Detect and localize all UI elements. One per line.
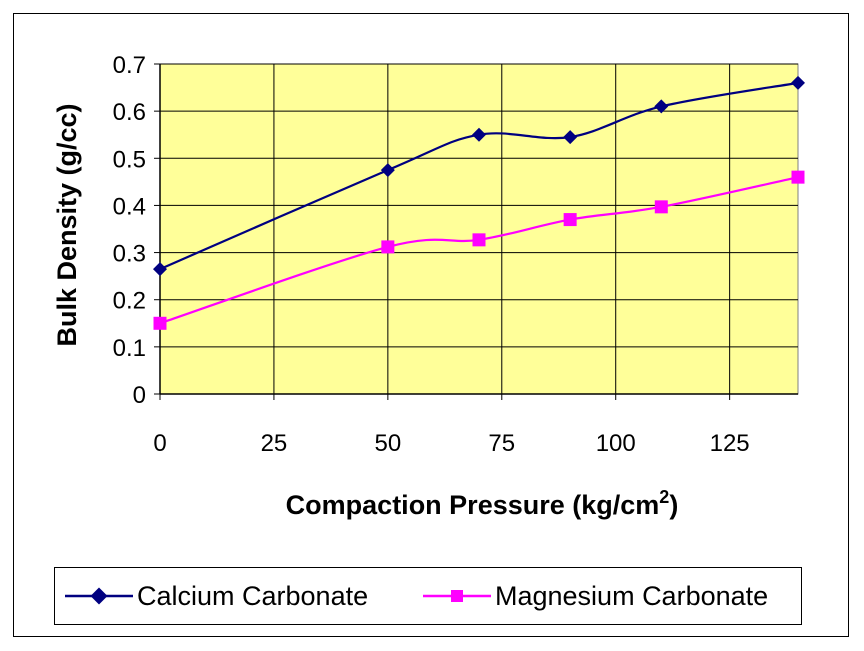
x-tick-label: 25 bbox=[261, 430, 288, 457]
y-tick-label: 0.1 bbox=[113, 335, 146, 362]
x-tick-label: 75 bbox=[488, 430, 515, 457]
data-point-square bbox=[472, 233, 486, 247]
data-point-square bbox=[381, 240, 395, 254]
x-tick-label: 125 bbox=[710, 430, 750, 457]
y-tick-label: 0.4 bbox=[113, 193, 146, 220]
y-tick-label: 0.5 bbox=[113, 146, 146, 173]
x-tick-label: 100 bbox=[596, 430, 636, 457]
x-axis-title: Compaction Pressure (kg/cm2) bbox=[286, 487, 679, 520]
grid-lines bbox=[154, 63, 798, 400]
data-point-square bbox=[791, 170, 805, 184]
legend: Calcium Carbonate Magnesium Carbonate bbox=[54, 567, 802, 625]
data-point-diamond bbox=[472, 127, 486, 142]
y-axis-title: Bulk Density (g/cc) bbox=[52, 103, 82, 346]
series-line bbox=[159, 176, 799, 325]
legend-marker-square-icon bbox=[423, 590, 491, 602]
y-tick-label: 0.2 bbox=[113, 288, 146, 315]
x-tick-label: 50 bbox=[375, 430, 402, 457]
data-point-square bbox=[563, 213, 577, 227]
y-tick-label: 0.7 bbox=[113, 52, 146, 79]
series-line bbox=[159, 81, 799, 271]
series-magnesium-carbonate bbox=[153, 170, 805, 330]
data-point-square bbox=[153, 316, 167, 330]
y-tick-label: 0 bbox=[133, 382, 146, 409]
series-calcium-carbonate bbox=[153, 75, 805, 277]
plot-area bbox=[159, 63, 799, 395]
legend-marker-diamond-icon bbox=[65, 587, 133, 605]
x-tick-label: 0 bbox=[153, 430, 166, 457]
legend-item-calcium-carbonate: Calcium Carbonate bbox=[65, 568, 368, 624]
data-series bbox=[153, 75, 805, 330]
data-point-diamond bbox=[654, 99, 669, 114]
legend-item-magnesium-carbonate: Magnesium Carbonate bbox=[423, 568, 768, 624]
data-point-diamond bbox=[563, 130, 578, 145]
legend-label-magnesium-carbonate: Magnesium Carbonate bbox=[495, 580, 769, 611]
data-point-square bbox=[654, 200, 668, 214]
y-tick-label: 0.6 bbox=[113, 99, 146, 126]
data-point-diamond bbox=[380, 163, 395, 178]
legend-label-calcium-carbonate: Calcium Carbonate bbox=[137, 580, 369, 611]
y-tick-label: 0.3 bbox=[113, 241, 146, 268]
data-point-diamond bbox=[791, 75, 805, 90]
data-point-diamond bbox=[153, 262, 167, 277]
tick-labels: 0 0.1 0.2 0.3 0.4 0.5 0.6 0.7 0 25 50 75 100 125 bbox=[113, 52, 750, 457]
